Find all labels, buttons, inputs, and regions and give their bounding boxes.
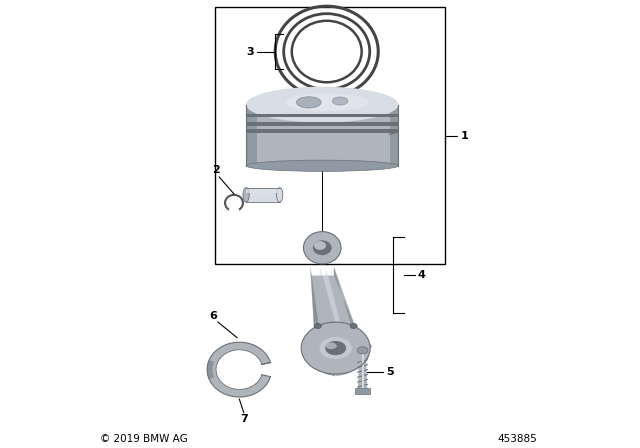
Bar	[246, 188, 280, 202]
Text: 453885: 453885	[497, 434, 538, 444]
Bar	[214, 7, 445, 264]
Ellipse shape	[357, 347, 368, 354]
Ellipse shape	[303, 232, 341, 264]
Ellipse shape	[314, 241, 326, 250]
Polygon shape	[334, 267, 357, 332]
Text: 4: 4	[418, 270, 426, 280]
Text: 2: 2	[212, 165, 220, 175]
Ellipse shape	[243, 188, 249, 202]
Ellipse shape	[350, 323, 357, 329]
Polygon shape	[301, 332, 335, 376]
Bar	[246, 122, 398, 125]
Ellipse shape	[246, 160, 398, 172]
Ellipse shape	[332, 97, 348, 105]
Polygon shape	[246, 104, 398, 166]
Text: 5: 5	[387, 367, 394, 377]
Polygon shape	[335, 332, 372, 376]
Ellipse shape	[246, 86, 398, 122]
Text: 6: 6	[209, 311, 218, 321]
Ellipse shape	[325, 341, 346, 355]
Ellipse shape	[296, 97, 321, 108]
Text: © 2019 BMW AG: © 2019 BMW AG	[100, 434, 188, 444]
Polygon shape	[207, 342, 271, 397]
Bar	[246, 129, 398, 133]
Ellipse shape	[319, 337, 352, 359]
Text: 7: 7	[240, 414, 248, 423]
Polygon shape	[390, 104, 398, 166]
Polygon shape	[320, 267, 342, 332]
Text: 3: 3	[247, 47, 254, 56]
Ellipse shape	[326, 343, 337, 349]
Bar	[246, 114, 398, 117]
Ellipse shape	[313, 240, 332, 255]
Polygon shape	[246, 104, 257, 166]
Ellipse shape	[276, 188, 283, 202]
Ellipse shape	[314, 323, 321, 329]
Polygon shape	[310, 267, 357, 332]
Polygon shape	[207, 360, 214, 379]
Polygon shape	[310, 267, 319, 332]
Bar	[355, 388, 370, 394]
Polygon shape	[358, 354, 367, 394]
Ellipse shape	[301, 322, 370, 374]
Text: 1: 1	[460, 130, 468, 141]
Bar	[362, 354, 364, 394]
Ellipse shape	[285, 94, 369, 111]
Bar	[246, 189, 280, 193]
